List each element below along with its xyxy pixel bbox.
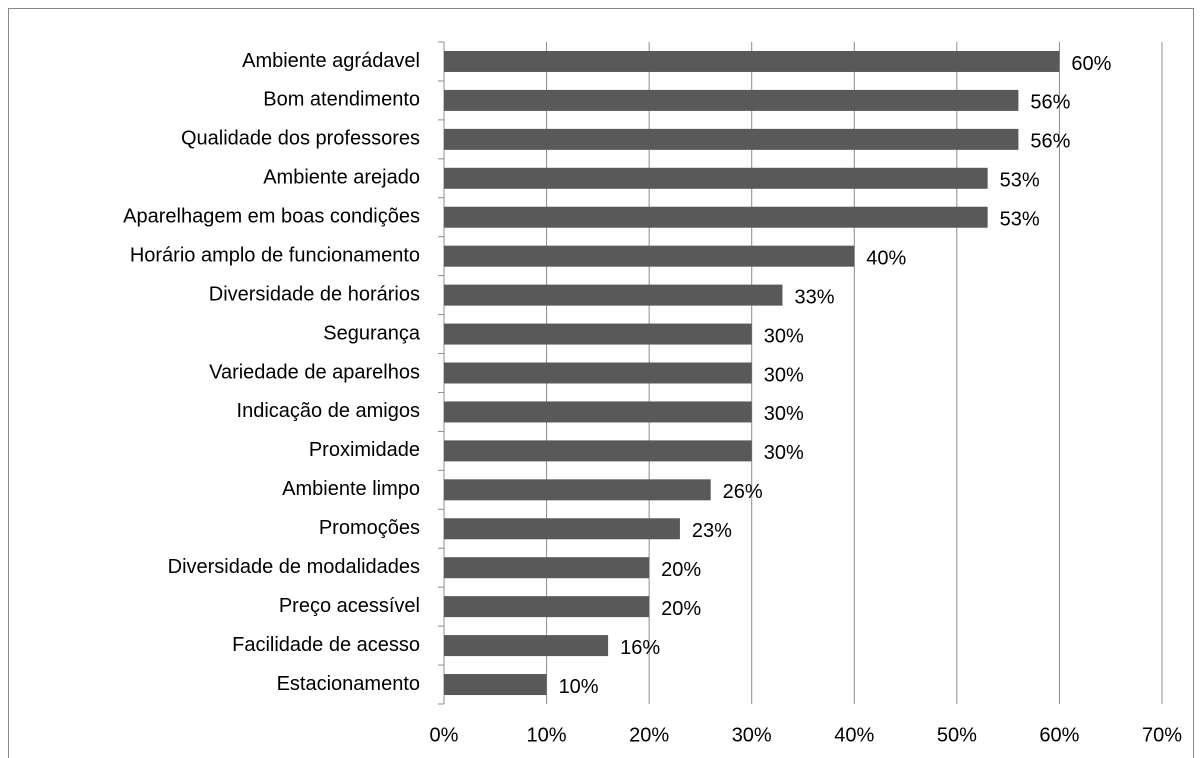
- data-label: 20%: [661, 559, 701, 581]
- bar: [444, 557, 650, 579]
- data-label: 16%: [620, 637, 660, 659]
- x-tick-label: 0%: [430, 724, 459, 746]
- bar: [444, 674, 547, 696]
- x-tick-label: 10%: [527, 724, 567, 746]
- x-tick-label: 60%: [1039, 724, 1079, 746]
- y-tick-label: Aparelhagem em boas condições: [123, 206, 420, 228]
- x-tick-label: 70%: [1142, 724, 1182, 746]
- bar: [444, 323, 752, 345]
- bar: [444, 50, 1060, 72]
- bar: [444, 401, 752, 423]
- x-tick-label: 50%: [937, 724, 977, 746]
- data-label: 53%: [1000, 170, 1040, 192]
- bar: [444, 479, 711, 501]
- bar: [444, 206, 988, 228]
- x-tick-label: 40%: [834, 724, 874, 746]
- y-tick-label: Ambiente limpo: [282, 478, 420, 500]
- data-label: 40%: [866, 247, 906, 269]
- x-tick-label: 30%: [732, 724, 772, 746]
- x-tick-label: 20%: [629, 724, 669, 746]
- data-label: 56%: [1030, 92, 1070, 114]
- y-tick-label: Ambiente agrádavel: [242, 50, 420, 72]
- data-label: 33%: [794, 286, 834, 308]
- bar: [444, 635, 609, 657]
- data-label: 10%: [559, 676, 599, 698]
- y-tick-label: Diversidade de horários: [209, 283, 420, 305]
- data-label: 60%: [1071, 53, 1111, 75]
- data-label: 53%: [1000, 209, 1040, 231]
- bar: [444, 362, 752, 384]
- y-tick-label: Proximidade: [309, 439, 420, 461]
- y-tick-label: Facilidade de acesso: [232, 634, 420, 656]
- data-label: 26%: [723, 481, 763, 503]
- bar: [444, 440, 752, 462]
- bar: [444, 128, 1019, 150]
- chart-frame: [8, 8, 1194, 758]
- y-tick-label: Ambiente arejado: [263, 167, 420, 189]
- bar: [444, 245, 855, 267]
- bar: [444, 518, 680, 540]
- bar: [444, 167, 988, 189]
- data-label: 20%: [661, 598, 701, 620]
- y-tick-label: Diversidade de modalidades: [168, 556, 420, 578]
- y-tick-label: Preço acessível: [279, 595, 420, 617]
- y-tick-label: Variedade de aparelhos: [209, 361, 420, 383]
- bar: [444, 89, 1019, 111]
- y-tick-label: Qualidade dos professores: [181, 128, 420, 150]
- data-label: 30%: [764, 325, 804, 347]
- y-tick-label: Horário amplo de funcionamento: [130, 244, 420, 266]
- y-tick-label: Bom atendimento: [263, 89, 420, 111]
- bar: [444, 596, 650, 618]
- data-label: 56%: [1030, 131, 1070, 153]
- data-label: 30%: [764, 364, 804, 386]
- y-tick-label: Estacionamento: [277, 673, 420, 695]
- data-label: 30%: [764, 442, 804, 464]
- y-tick-label: Segurança: [323, 322, 421, 344]
- bar: [444, 284, 783, 306]
- data-label: 30%: [764, 403, 804, 425]
- y-tick-label: Indicação de amigos: [237, 400, 420, 422]
- data-label: 23%: [692, 520, 732, 542]
- y-tick-label: Promoções: [319, 517, 420, 539]
